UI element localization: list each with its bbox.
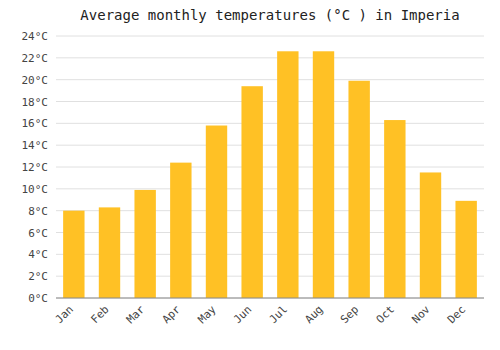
x-axis-line (56, 298, 484, 299)
y-tick-label: 6°C (28, 227, 48, 240)
bar (348, 81, 369, 298)
y-tick-label: 0°C (28, 292, 48, 305)
x-tick-label: Mar (124, 303, 148, 327)
x-tick-label: May (195, 303, 219, 327)
bars (63, 51, 477, 298)
y-tick-label: 4°C (28, 248, 48, 261)
y-tick-label: 12°C (22, 161, 49, 174)
x-tick-label: Nov (409, 303, 433, 327)
y-tick-label: 16°C (22, 117, 49, 130)
x-tick-label: Dec (445, 303, 468, 326)
y-tick-label: 18°C (22, 96, 49, 109)
x-tick-label: Oct (374, 303, 397, 326)
bar (313, 51, 334, 298)
chart-container: Average monthly temperatures (°C ) in Im… (0, 0, 500, 350)
grid-line (56, 101, 484, 102)
x-tick-label: Feb (88, 303, 111, 326)
bar (170, 163, 191, 298)
x-tick-label: Aug (302, 303, 325, 326)
y-grid (56, 36, 484, 298)
chart-title: Average monthly temperatures (°C ) in Im… (80, 7, 459, 23)
bar (420, 172, 441, 298)
y-tick-label: 20°C (22, 74, 49, 87)
grid-line (56, 123, 484, 124)
grid-line (56, 298, 484, 299)
grid-line (56, 36, 484, 37)
grid-line (56, 57, 484, 58)
y-tick-label: 14°C (22, 139, 49, 152)
y-tick-label: 22°C (22, 52, 49, 65)
bar (99, 207, 120, 298)
x-tick-labels: Jan Feb Mar Apr May Jun Jul Aug Sep Oct Nov Dec (53, 303, 469, 327)
chart-svg: Average monthly temperatures (°C ) in Im… (0, 0, 500, 350)
x-tick-label: Apr (160, 303, 184, 327)
y-tick-labels: 0°C 2°C 4°C 6°C 8°C 10°C 12°C 14°C 16°C 18°C 20°C 2… (22, 30, 49, 305)
grid-line (56, 167, 484, 168)
grid-line (56, 145, 484, 146)
bar (206, 126, 227, 298)
y-tick-label: 8°C (28, 205, 48, 218)
y-tick-label: 2°C (28, 270, 48, 283)
bar (134, 190, 155, 298)
x-tick-label: Sep (338, 303, 361, 326)
x-tick-label: Jan (53, 303, 76, 326)
bar (277, 51, 298, 298)
bar (384, 120, 405, 298)
bar (63, 211, 84, 298)
bar (241, 86, 262, 298)
bar (455, 201, 476, 298)
y-tick-label: 10°C (22, 183, 49, 196)
grid-line (56, 79, 484, 80)
x-tick-label: Jul (267, 303, 290, 326)
y-tick-label: 24°C (22, 30, 49, 43)
x-tick-label: Jun (231, 303, 254, 326)
